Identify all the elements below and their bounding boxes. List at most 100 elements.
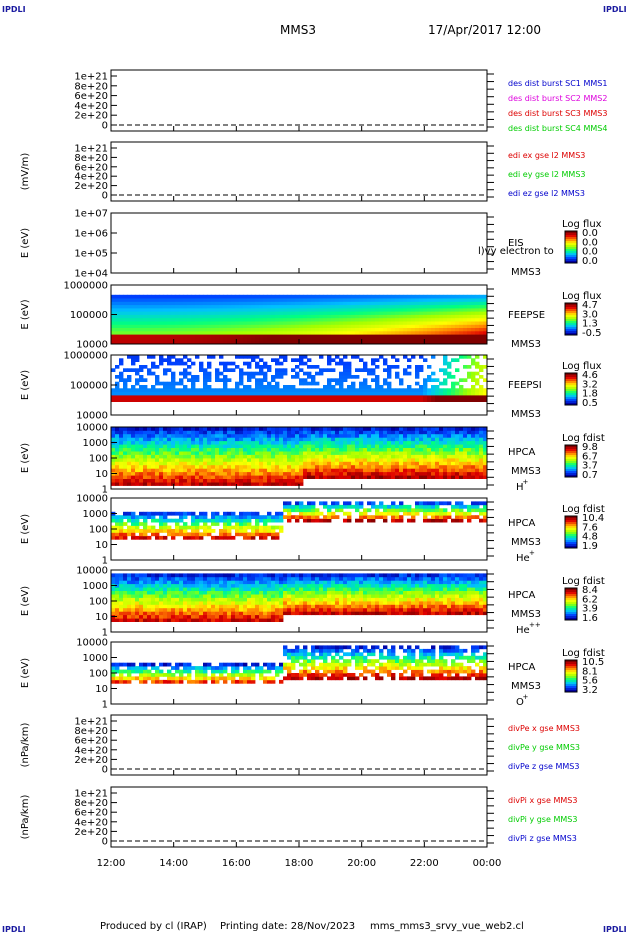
heatmap-cell bbox=[447, 304, 452, 309]
heatmap-cell bbox=[419, 368, 424, 372]
heatmap-cell bbox=[431, 508, 436, 513]
heatmap-cell bbox=[247, 522, 252, 526]
heatmap-cell bbox=[227, 334, 232, 338]
heatmap-cell bbox=[175, 471, 180, 476]
heatmap-cell bbox=[463, 398, 468, 402]
heatmap-cell bbox=[315, 321, 320, 325]
heatmap-cell bbox=[215, 440, 220, 445]
heatmap-cell bbox=[291, 427, 296, 431]
heatmap-cell bbox=[179, 451, 184, 455]
heatmap-cell bbox=[247, 430, 252, 435]
heatmap-cell bbox=[123, 298, 128, 302]
heatmap-cell bbox=[119, 611, 124, 616]
heatmap-cell bbox=[383, 518, 388, 523]
heatmap-cell bbox=[219, 444, 224, 448]
heatmap-cell bbox=[295, 447, 300, 452]
heatmap-cell bbox=[367, 468, 372, 473]
heatmap-cell bbox=[475, 391, 480, 396]
heatmap-cell bbox=[315, 365, 320, 369]
heatmap-cell bbox=[167, 317, 172, 322]
heatmap-cell bbox=[227, 511, 232, 516]
heatmap-cell bbox=[259, 478, 264, 483]
heatmap-cell bbox=[187, 532, 192, 537]
heatmap-cell bbox=[271, 398, 276, 402]
heatmap-cell bbox=[259, 298, 264, 302]
heatmap-cell bbox=[207, 482, 212, 486]
heatmap-cell bbox=[271, 327, 276, 332]
heatmap-cell bbox=[191, 525, 196, 530]
heatmap-cell bbox=[231, 317, 236, 322]
heatmap-cell bbox=[167, 458, 172, 462]
heatmap-cell bbox=[351, 458, 356, 462]
heatmap-cell bbox=[371, 304, 376, 309]
heatmap-cell bbox=[199, 475, 204, 479]
heatmap-cell bbox=[391, 461, 396, 466]
heatmap-cell bbox=[195, 330, 200, 335]
heatmap-cell bbox=[187, 454, 192, 459]
heatmap-cell bbox=[251, 317, 256, 322]
heatmap-cell bbox=[471, 454, 476, 459]
heatmap-cell bbox=[191, 381, 196, 386]
heatmap-cell bbox=[275, 475, 280, 479]
heatmap-cell bbox=[255, 464, 260, 469]
heatmap-cell bbox=[391, 327, 396, 332]
y-tick-label: 100 bbox=[89, 525, 108, 536]
heatmap-cell bbox=[403, 447, 408, 452]
heatmap-cell bbox=[119, 304, 124, 309]
heatmap-cell bbox=[219, 447, 224, 452]
heatmap-cell bbox=[271, 334, 276, 338]
heatmap-cell bbox=[235, 482, 240, 486]
heatmap-cell bbox=[115, 529, 120, 533]
heatmap-cell bbox=[399, 454, 404, 459]
heatmap-cell bbox=[447, 395, 452, 399]
heatmap-cell bbox=[431, 468, 436, 473]
heatmap-cell bbox=[319, 468, 324, 473]
heatmap-cell bbox=[451, 321, 456, 325]
heatmap-cell bbox=[335, 437, 340, 442]
heatmap-cell bbox=[467, 314, 472, 319]
heatmap-cell bbox=[291, 508, 296, 513]
heatmap-cell bbox=[287, 511, 292, 516]
heatmap-cell bbox=[255, 515, 260, 519]
heatmap-cell bbox=[191, 395, 196, 399]
heatmap-cell bbox=[167, 361, 172, 366]
heatmap-cell bbox=[483, 433, 488, 438]
heatmap-cell bbox=[415, 388, 420, 392]
heatmap-cell bbox=[259, 294, 264, 299]
heatmap-cell bbox=[203, 518, 208, 523]
heatmap-cell bbox=[227, 587, 232, 591]
heatmap-cell bbox=[135, 611, 140, 616]
heatmap-cell bbox=[411, 330, 416, 335]
heatmap-cell bbox=[447, 437, 452, 442]
heatmap-cell bbox=[399, 381, 404, 386]
heatmap-cell bbox=[383, 447, 388, 452]
heatmap-cell bbox=[191, 573, 196, 578]
heatmap-cell bbox=[331, 427, 336, 431]
heatmap-cell bbox=[243, 458, 248, 462]
heatmap-cell bbox=[339, 388, 344, 392]
colorbar-segment bbox=[565, 237, 577, 240]
heatmap-cell bbox=[371, 471, 376, 476]
heatmap-cell bbox=[175, 327, 180, 332]
heatmap-cell bbox=[403, 307, 408, 312]
heatmap-cell bbox=[247, 340, 252, 345]
heatmap-cell bbox=[199, 594, 204, 598]
heatmap-cell bbox=[147, 573, 152, 578]
heatmap-cell bbox=[131, 314, 136, 319]
heatmap-cell bbox=[131, 385, 136, 389]
heatmap-cell bbox=[199, 532, 204, 537]
heatmap-cell bbox=[331, 314, 336, 319]
heatmap-cell bbox=[435, 307, 440, 312]
heatmap-cell bbox=[195, 427, 200, 431]
heatmap-cell bbox=[347, 298, 352, 302]
heatmap-cell bbox=[223, 518, 228, 523]
heatmap-cell bbox=[155, 576, 160, 581]
heatmap-cell bbox=[479, 388, 484, 392]
heatmap-cell bbox=[351, 337, 356, 342]
heatmap-cell bbox=[159, 437, 164, 442]
heatmap-cell bbox=[139, 340, 144, 345]
heatmap-cell bbox=[139, 451, 144, 455]
heatmap-cell bbox=[363, 475, 368, 479]
heatmap-cell bbox=[239, 451, 244, 455]
heatmap-cell bbox=[383, 330, 388, 335]
